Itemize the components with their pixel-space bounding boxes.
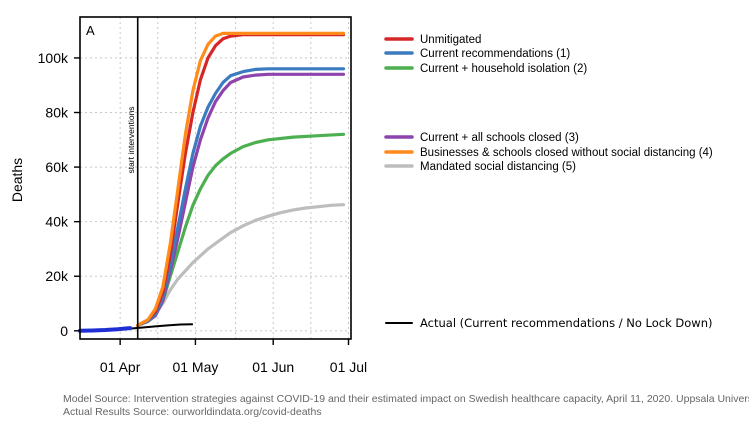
x-tick-label: 01 Apr	[100, 359, 141, 375]
series-line-5	[136, 31, 346, 327]
legend-businesses-label: Businesses & schools closed without soci…	[420, 147, 713, 159]
intervention-label: start interventions	[126, 106, 136, 173]
series-line-2	[136, 67, 346, 327]
y-tick-label: 20k	[45, 268, 69, 284]
y-tick-label: 60k	[45, 159, 69, 175]
source-line-2: Actual Results Source: ourworldindata.or…	[63, 406, 322, 418]
grid	[80, 17, 351, 339]
legend-unmitigated-label: Unmitigated	[420, 34, 481, 46]
source-line-1: Model Source: Intervention strategies ag…	[63, 393, 749, 405]
plot-frame	[79, 16, 352, 340]
x-tick-label: 01 Jun	[252, 359, 294, 375]
legend-actual-label: Actual (Current recommendations / No Loc…	[420, 316, 713, 330]
y-axis-title: Deaths	[9, 158, 25, 202]
y-tick-label: 0	[60, 323, 68, 339]
legend: Unmitigated Current recommendations (1) Cu…	[384, 34, 713, 330]
series-line-actual-start	[78, 326, 133, 333]
y-tick-label: 80k	[45, 105, 69, 121]
panel-label: A	[86, 23, 95, 38]
legend-current-label: Current recommendations (1)	[420, 48, 570, 60]
y-axis: 0 20k 40k 60k 80k 100k	[38, 50, 80, 339]
y-tick-label: 40k	[45, 214, 69, 230]
legend-mandated-label: Mandated social distancing (5)	[420, 161, 576, 173]
series-line-6	[136, 203, 346, 327]
y-tick-label: 100k	[38, 50, 69, 66]
legend-schools-label: Current + all schools closed (3)	[420, 132, 579, 144]
legend-household-label: Current + household isolation (2)	[420, 63, 587, 75]
x-tick-label: 01 May	[172, 359, 218, 375]
series-line-3	[136, 132, 346, 327]
series-line-4	[136, 72, 346, 327]
x-axis: 01 Apr 01 May 01 Jun 01 Jul	[100, 339, 367, 375]
x-tick-label: 01 Jul	[330, 359, 367, 375]
series-layer	[78, 17, 346, 339]
